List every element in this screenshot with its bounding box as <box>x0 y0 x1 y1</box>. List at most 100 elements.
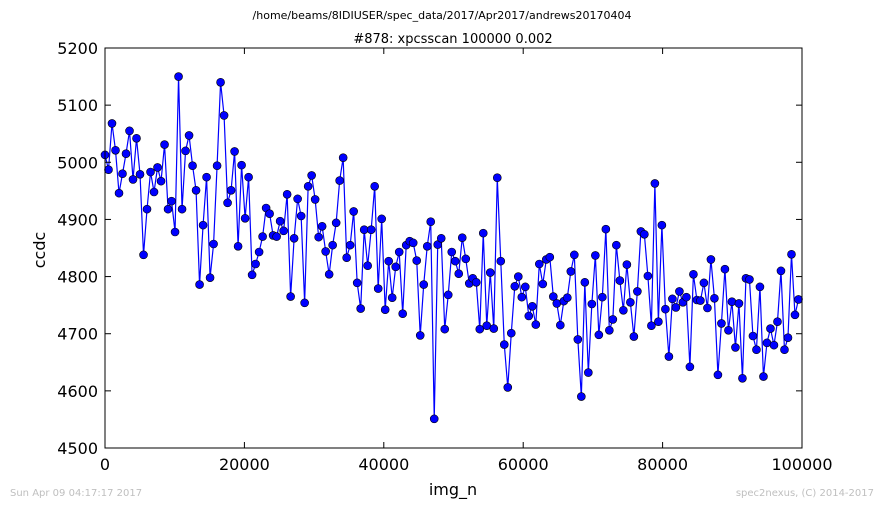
data-points <box>100 72 803 424</box>
data-point <box>563 293 572 303</box>
data-point <box>188 161 197 171</box>
data-point <box>731 343 740 352</box>
data-point <box>107 119 117 128</box>
data-point <box>580 277 590 287</box>
data-point <box>605 325 614 335</box>
data-point <box>272 232 281 241</box>
data-point <box>545 252 555 262</box>
data-point <box>440 324 450 334</box>
data-point <box>527 301 537 311</box>
data-point <box>520 282 530 292</box>
data-point <box>111 145 120 155</box>
data-point <box>689 269 698 279</box>
data-point <box>279 226 288 236</box>
data-point <box>738 373 747 383</box>
data-point <box>216 77 225 87</box>
data-point <box>752 345 761 355</box>
y-tick-label: 4600 <box>57 382 98 401</box>
data-point <box>352 278 362 288</box>
x-axis-label: img_n <box>429 480 477 500</box>
data-point <box>205 273 215 283</box>
data-point <box>584 368 593 377</box>
data-point <box>724 325 733 335</box>
data-point <box>275 216 285 226</box>
data-point <box>296 211 306 221</box>
data-point <box>195 280 204 289</box>
data-point <box>387 293 397 303</box>
data-point <box>640 229 649 239</box>
data-point <box>247 270 257 280</box>
data-point <box>380 305 390 315</box>
data-point <box>766 324 775 333</box>
data-point <box>755 282 765 292</box>
data-point <box>671 303 681 312</box>
data-point <box>384 256 394 266</box>
data-point <box>783 333 793 343</box>
data-point <box>759 372 768 381</box>
x-tick-label: 0 <box>100 455 110 474</box>
data-point <box>549 292 558 301</box>
data-point <box>461 254 471 264</box>
data-point <box>450 256 460 266</box>
data-point <box>377 214 386 224</box>
data-point <box>675 287 684 296</box>
data-point <box>587 299 597 309</box>
data-point <box>422 241 432 251</box>
data-point <box>366 225 376 235</box>
data-point <box>156 176 166 186</box>
data-point <box>485 268 495 277</box>
data-point <box>408 238 418 248</box>
data-point <box>163 204 173 214</box>
data-point <box>720 264 730 274</box>
data-point <box>415 331 425 340</box>
data-point <box>745 275 754 284</box>
data-point <box>457 233 467 243</box>
data-point <box>475 324 485 334</box>
data-point <box>748 331 758 341</box>
data-point <box>356 304 365 313</box>
data-point <box>794 295 803 304</box>
axis-ticks: 0 20000 40000 60000 80000 100000 4500 4600 4700 4… <box>57 39 832 474</box>
data-point <box>363 261 372 271</box>
data-point <box>139 250 148 260</box>
data-point <box>524 311 534 321</box>
data-point <box>534 259 544 269</box>
data-point <box>436 233 446 243</box>
y-tick-label: 5200 <box>57 39 98 58</box>
data-point <box>531 320 541 329</box>
data-point <box>160 140 169 149</box>
data-point <box>727 297 737 307</box>
data-point <box>573 335 583 344</box>
data-point <box>135 169 145 179</box>
data-point <box>342 253 351 263</box>
data-point <box>566 267 576 276</box>
data-point <box>335 176 344 185</box>
data-point <box>177 204 187 214</box>
data-point <box>370 181 379 191</box>
data-point <box>626 297 635 307</box>
y-tick-label: 4700 <box>57 325 98 344</box>
data-point <box>780 345 789 355</box>
data-point <box>615 276 625 285</box>
data-point <box>240 213 250 223</box>
x-tick-label: 40000 <box>358 455 409 474</box>
data-point <box>619 305 628 315</box>
data-point <box>226 185 236 195</box>
data-point <box>471 277 481 287</box>
data-point <box>647 321 656 331</box>
data-point <box>570 250 579 260</box>
data-point <box>244 172 253 182</box>
data-point <box>703 303 712 313</box>
data-point <box>104 165 113 175</box>
data-point <box>265 209 274 219</box>
data-point <box>454 269 464 279</box>
data-point <box>153 163 162 172</box>
data-point <box>594 330 604 340</box>
data-point <box>349 207 358 216</box>
data-point <box>577 392 586 401</box>
data-point <box>317 221 327 231</box>
data-point <box>633 287 642 296</box>
y-tick-label: 4500 <box>57 439 98 458</box>
data-point <box>598 292 607 302</box>
data-point <box>496 256 506 266</box>
